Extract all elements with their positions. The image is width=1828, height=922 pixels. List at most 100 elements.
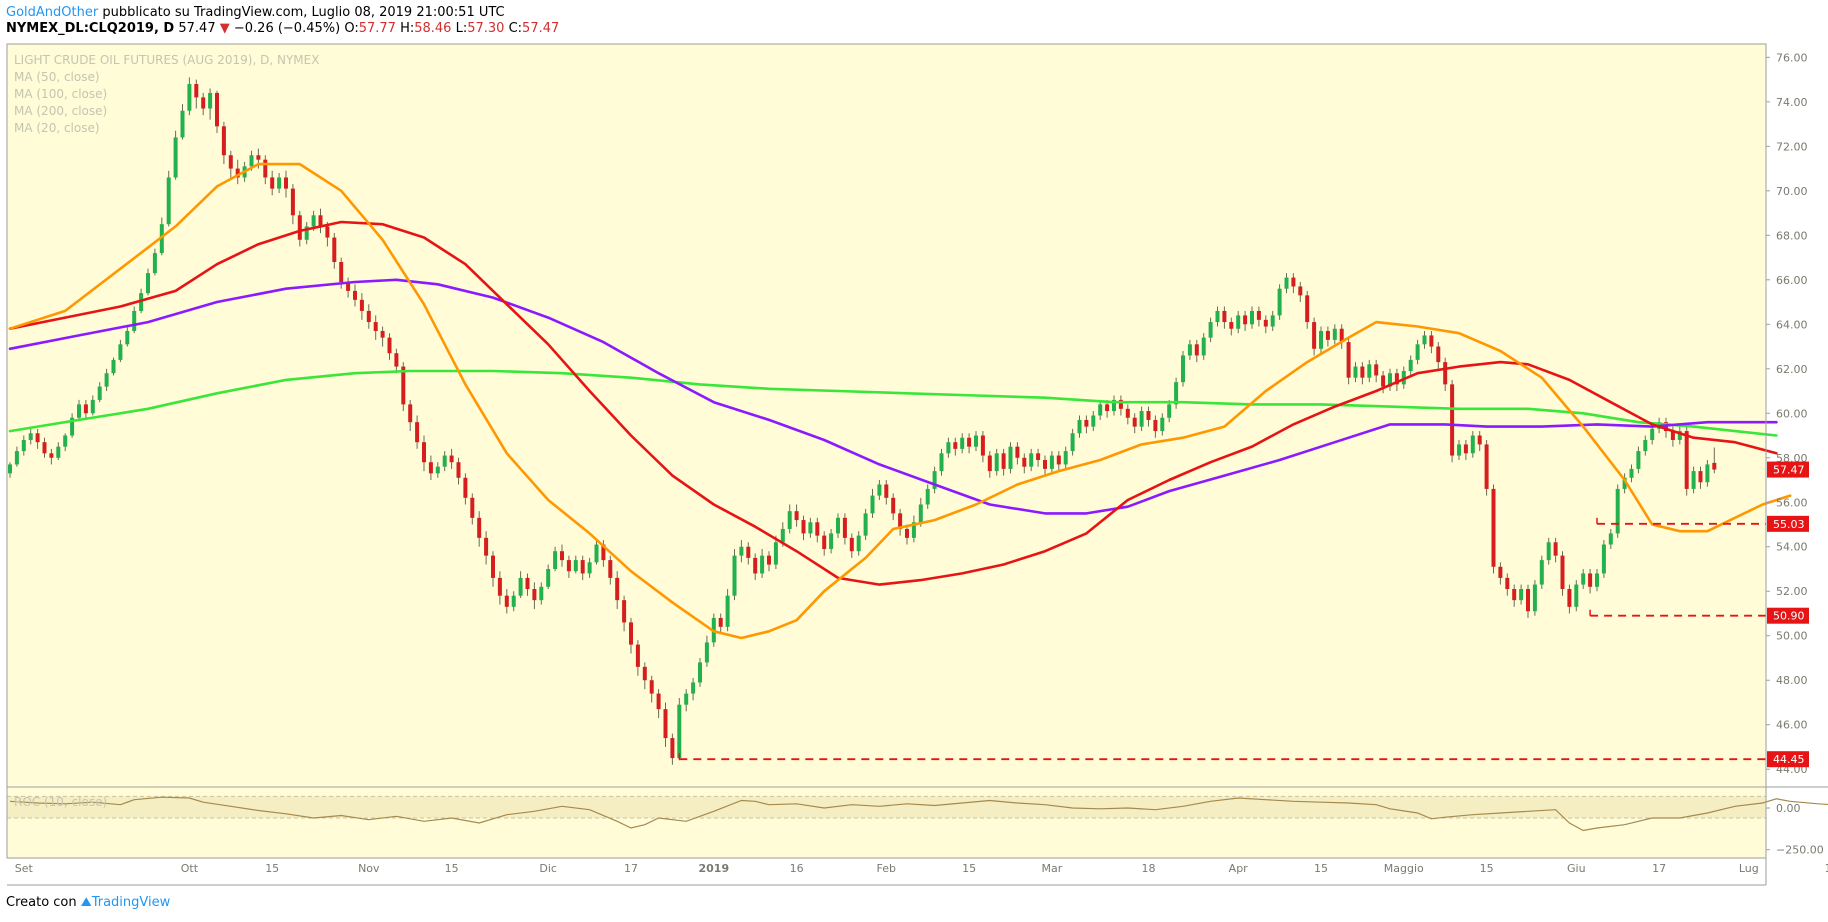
candle <box>1484 439 1489 496</box>
candle <box>1063 446 1068 469</box>
candle-body <box>780 528 785 543</box>
candle-body <box>359 299 364 311</box>
x-tick-label: Giu <box>1567 862 1586 875</box>
candle <box>663 702 668 747</box>
candle <box>532 582 537 610</box>
oscillator-band <box>7 796 1766 818</box>
publish-header: GoldAndOther pubblicato su TradingView.c… <box>6 5 505 21</box>
candle-body <box>1291 277 1296 287</box>
x-tick-label: 15 <box>1314 862 1328 875</box>
y-tick-label: 46.00 <box>1776 719 1808 732</box>
candle <box>1091 411 1096 432</box>
price-axis[interactable]: 76.00 74.00 72.00 70.00 68.00 66.00 64.00 62.00… <box>1766 51 1808 776</box>
candle <box>394 348 399 374</box>
candle-body <box>1181 355 1185 383</box>
candle <box>401 362 406 412</box>
candle-body <box>215 92 219 127</box>
y-tick-label: 66.00 <box>1776 274 1808 287</box>
candle <box>1132 413 1137 434</box>
candle-body <box>525 577 530 590</box>
candle-body <box>166 177 171 225</box>
candle-body <box>1388 373 1392 387</box>
candle-body <box>560 551 564 561</box>
candle <box>1229 317 1234 336</box>
candle-body <box>1208 322 1213 338</box>
candle-body <box>1167 404 1172 418</box>
candle-body <box>1581 573 1586 585</box>
candle-body <box>28 433 33 440</box>
y-tick-label: 54.00 <box>1776 541 1808 554</box>
high-label: H: <box>400 21 415 36</box>
candle <box>511 591 516 612</box>
candle-body <box>1339 328 1344 343</box>
candle-body <box>1546 542 1551 561</box>
candle <box>1353 362 1358 383</box>
candle <box>1077 415 1082 438</box>
candle-body <box>249 155 254 167</box>
legend-ma50: MA (50, close) <box>14 70 100 84</box>
candle-body <box>256 155 261 160</box>
candle <box>1174 377 1179 409</box>
candle-body <box>270 177 275 189</box>
author-link[interactable]: GoldAndOther <box>6 5 99 20</box>
candle <box>725 589 730 632</box>
candle-body <box>1415 344 1420 360</box>
oscillator-axis[interactable]: 0.00 −250.00 <box>1766 802 1824 857</box>
tradingview-logo-icon[interactable]: ⛰ <box>80 895 92 910</box>
candle-body <box>856 535 861 552</box>
candle <box>1049 451 1054 474</box>
candle <box>284 170 288 198</box>
candle <box>332 233 337 269</box>
candle <box>1574 580 1579 612</box>
y-tick-label: 56.00 <box>1776 496 1808 509</box>
candle-body <box>1001 453 1006 469</box>
publish-info: pubblicato su TradingView.com, Luglio 08… <box>102 5 505 20</box>
candle-body <box>1084 419 1089 427</box>
candle <box>21 435 26 456</box>
candle-body <box>173 137 178 178</box>
candle-body <box>387 337 392 354</box>
candle <box>704 635 709 667</box>
candle-body <box>649 680 654 694</box>
x-tick-label: 17 <box>1652 862 1666 875</box>
candle <box>939 448 944 476</box>
candle-body <box>767 555 771 565</box>
candle <box>42 437 47 458</box>
tradingview-brand[interactable]: TradingView <box>91 895 171 910</box>
candle <box>739 540 744 563</box>
candle-body <box>56 446 61 458</box>
y-tick-label: 48.00 <box>1776 674 1808 687</box>
candle <box>980 431 985 463</box>
candle <box>1394 368 1399 392</box>
candle-body <box>1098 404 1103 416</box>
candle-body <box>470 497 475 518</box>
candle <box>822 531 827 556</box>
candle <box>221 121 226 165</box>
candle <box>1084 415 1089 434</box>
candle-body <box>42 442 47 454</box>
candle-body <box>1629 468 1634 478</box>
candle <box>953 437 958 456</box>
footer-credit: Creato con ⛰TradingView <box>6 895 170 911</box>
candle <box>718 613 723 634</box>
candle-body <box>83 404 88 414</box>
candle-body <box>1553 542 1558 556</box>
candle-body <box>1560 555 1565 590</box>
candle-body <box>1443 362 1448 385</box>
ma200-line <box>8 369 1778 437</box>
candle-body <box>1298 286 1303 296</box>
candle <box>263 155 268 185</box>
candle-body <box>815 522 820 536</box>
last-price-tag: 57.47 <box>1773 464 1805 477</box>
candle <box>1588 568 1593 594</box>
candle <box>1457 439 1461 460</box>
candle <box>1236 310 1241 334</box>
candle-body <box>967 437 972 447</box>
candle-body <box>1029 453 1034 467</box>
candle-body <box>180 110 185 138</box>
candle-body <box>159 224 164 254</box>
candle-body <box>953 442 958 449</box>
time-axis[interactable]: Set Ott 15 Nov 15 Dic 17 2019 16 Feb 15 Mar 18 Apr 15 M… <box>15 862 1828 875</box>
candle-body <box>1608 533 1613 545</box>
